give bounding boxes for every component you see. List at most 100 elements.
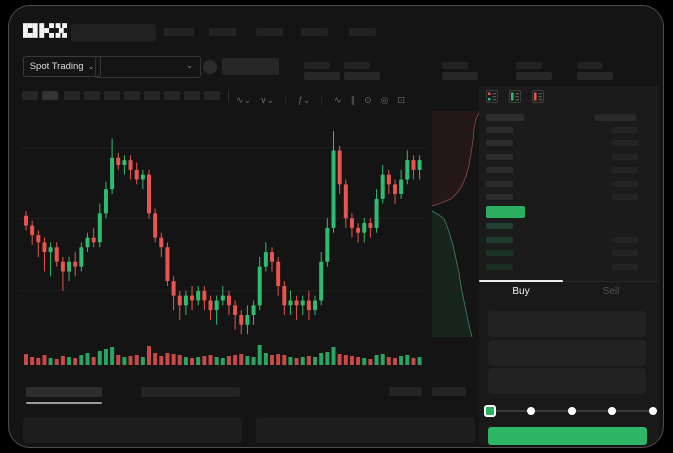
candle-body <box>393 184 397 195</box>
okx-logo[interactable] <box>23 22 67 39</box>
line-tool-icon[interactable]: ∿ <box>334 95 342 105</box>
ask-price-placeholder[interactable] <box>486 140 513 146</box>
timeframe-button[interactable] <box>84 91 100 100</box>
candle-body <box>276 261 281 286</box>
candle-body <box>337 150 342 185</box>
timeframe-button[interactable] <box>104 91 120 100</box>
stat-value-placeholder <box>577 72 613 80</box>
pair-selector-dropdown[interactable]: ⌄ <box>95 56 201 78</box>
candle-body <box>159 237 164 248</box>
bottom-tab-open-orders[interactable] <box>26 387 102 397</box>
timeframe-button[interactable] <box>204 91 220 100</box>
slider-stop-dot[interactable] <box>568 407 576 415</box>
timeframe-button[interactable] <box>144 91 160 100</box>
slider-stop-dot[interactable] <box>608 407 616 415</box>
book-asks-view-icon[interactable] <box>532 90 544 108</box>
nav-item-placeholder[interactable] <box>164 28 194 36</box>
volume-bar <box>24 354 28 365</box>
nav-item-placeholder[interactable] <box>301 28 328 36</box>
slider-stop-dot[interactable] <box>527 407 535 415</box>
fullscreen-icon[interactable]: ⊡ <box>397 95 406 105</box>
volume-bar <box>380 354 385 365</box>
ask-price-placeholder[interactable] <box>486 194 513 200</box>
candle-body <box>128 160 133 170</box>
compare-icon[interactable]: ∨⌄ <box>260 95 275 105</box>
candle-body <box>202 290 207 301</box>
timeframe-button[interactable] <box>184 91 200 100</box>
nav-item-placeholder[interactable] <box>256 28 283 36</box>
candle-body <box>79 247 84 267</box>
candle-body <box>233 305 238 316</box>
price-input-placeholder[interactable] <box>488 311 646 337</box>
bid-price-placeholder[interactable] <box>486 237 513 243</box>
volume-bar <box>417 357 422 365</box>
stat-label-placeholder <box>304 62 330 69</box>
volume-bar <box>319 353 324 365</box>
indicators-icon[interactable]: ƒ⌄ <box>297 95 311 105</box>
slider-stop-dot[interactable] <box>649 407 657 415</box>
ask-amount-placeholder <box>612 154 638 160</box>
timeframe-button[interactable] <box>64 91 80 100</box>
timeframe-button[interactable] <box>124 91 140 100</box>
app-window: Spot Trading ⌄ ⌄ ∿⌄ ∨⌄ │ ƒ⌄ │ ∿ ∥ ⊙ ◎ ⊡ Buy Sell <box>8 5 664 448</box>
ask-price-placeholder[interactable] <box>486 181 513 187</box>
market-type-label: Spot Trading <box>29 61 84 72</box>
volume-bar <box>368 359 373 365</box>
bottom-action-placeholder[interactable] <box>389 387 422 396</box>
ask-price-placeholder[interactable] <box>486 127 513 133</box>
candle-body <box>153 213 158 238</box>
candle-body <box>103 189 108 214</box>
chevron-down-icon: ⌄ <box>186 61 193 70</box>
volume-bar <box>325 352 330 365</box>
candle-body <box>386 174 391 185</box>
timeframe-button[interactable] <box>42 91 58 100</box>
tab-sell[interactable]: Sell <box>602 286 620 297</box>
candle-body <box>177 295 182 306</box>
volume-bar <box>393 358 397 365</box>
timeframe-button[interactable] <box>22 91 38 100</box>
volume-bar <box>202 356 207 365</box>
book-bids-view-icon[interactable] <box>509 90 521 108</box>
candle-body <box>349 218 354 228</box>
candle-body <box>319 261 324 301</box>
bid-price-placeholder[interactable] <box>486 223 513 229</box>
nav-item-placeholder[interactable] <box>209 28 236 36</box>
volume-bar <box>257 345 262 365</box>
measure-icon[interactable]: ∥ <box>350 95 356 105</box>
ask-price-placeholder[interactable] <box>486 154 513 160</box>
candle-body <box>343 184 348 219</box>
volume-bar <box>306 356 311 365</box>
volume-bar <box>343 355 348 365</box>
volume-bar <box>42 355 47 365</box>
candle-body <box>24 215 28 226</box>
ask-amount-placeholder <box>612 127 638 133</box>
header-search-placeholder[interactable] <box>71 24 156 42</box>
market-type-selector[interactable]: Spot Trading ⌄ <box>23 56 101 77</box>
nav-item-placeholder[interactable] <box>349 28 376 36</box>
candle-body <box>110 157 115 190</box>
last-price-badge[interactable] <box>486 206 525 218</box>
okx-logo-glyph <box>23 23 67 38</box>
candlestick-chart[interactable] <box>21 111 426 366</box>
settings-icon[interactable]: ◎ <box>380 95 389 105</box>
timeframe-button[interactable] <box>164 91 180 100</box>
volume-bar <box>349 356 354 365</box>
bottom-tab-order-history[interactable] <box>141 387 240 397</box>
candle-body <box>288 300 293 306</box>
slider-handle[interactable] <box>484 405 496 417</box>
snapshot-icon[interactable]: ⊙ <box>364 95 372 105</box>
tab-buy[interactable]: Buy <box>512 286 530 297</box>
amount-input-placeholder[interactable] <box>488 340 646 366</box>
volume-bar <box>183 357 188 365</box>
volume-bar <box>190 358 195 365</box>
bottom-action-placeholder[interactable] <box>432 387 466 396</box>
ask-price-placeholder[interactable] <box>486 167 513 173</box>
buy-submit-button[interactable] <box>488 427 647 445</box>
chart-style-icon[interactable]: ∿⌄ <box>236 95 252 105</box>
total-input-placeholder[interactable] <box>488 368 646 394</box>
candle-body <box>257 266 262 306</box>
bid-price-placeholder[interactable] <box>486 250 513 256</box>
book-split-view-icon[interactable] <box>486 90 498 108</box>
candle-body <box>294 300 299 306</box>
bid-price-placeholder[interactable] <box>486 264 513 270</box>
